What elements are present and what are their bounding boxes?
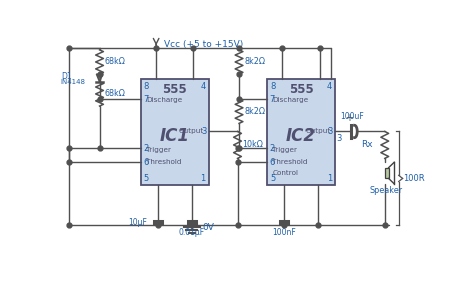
Text: 100R: 100R — [403, 174, 425, 183]
Text: 7: 7 — [143, 95, 148, 104]
Text: 8: 8 — [144, 82, 149, 91]
Text: Output: Output — [305, 129, 330, 135]
Text: 555: 555 — [163, 84, 187, 96]
Polygon shape — [96, 74, 103, 82]
Text: 100nF: 100nF — [272, 228, 296, 237]
Text: 2: 2 — [269, 144, 274, 153]
Text: Trigger: Trigger — [273, 147, 297, 153]
Text: 555: 555 — [289, 84, 313, 96]
Text: 7: 7 — [269, 95, 274, 104]
Text: D1: D1 — [61, 72, 72, 81]
Text: 5: 5 — [144, 174, 149, 183]
Text: Vcc (+5 to +15V): Vcc (+5 to +15V) — [164, 40, 243, 49]
Text: 10kΩ: 10kΩ — [242, 140, 263, 150]
Text: IC1: IC1 — [160, 127, 190, 145]
Text: Output: Output — [179, 129, 204, 135]
Text: 8k2Ω: 8k2Ω — [245, 57, 265, 67]
Text: Threshold: Threshold — [273, 159, 308, 165]
Text: 3: 3 — [201, 127, 207, 136]
Text: IC2: IC2 — [286, 127, 316, 145]
Text: 2: 2 — [143, 144, 148, 153]
Text: 100uF: 100uF — [340, 112, 364, 121]
Text: 8: 8 — [270, 82, 275, 91]
Text: Speaker: Speaker — [370, 186, 403, 195]
Text: 68kΩ: 68kΩ — [105, 90, 126, 98]
Text: Threshold: Threshold — [146, 159, 182, 165]
Text: 1: 1 — [201, 174, 206, 183]
Text: 68kΩ: 68kΩ — [105, 57, 126, 67]
Text: Rx: Rx — [361, 140, 373, 150]
Text: 6: 6 — [269, 158, 274, 167]
Text: 0V: 0V — [202, 223, 215, 232]
Bar — [267, 79, 335, 185]
Text: IN4148: IN4148 — [61, 79, 86, 85]
Text: 4: 4 — [201, 82, 206, 91]
Text: Discharge: Discharge — [273, 97, 309, 103]
Text: 6: 6 — [143, 158, 148, 167]
Bar — [141, 79, 209, 185]
Text: Trigger: Trigger — [146, 147, 171, 153]
Text: 8k2Ω: 8k2Ω — [245, 107, 265, 116]
Text: +: + — [345, 113, 353, 123]
Text: 4: 4 — [327, 82, 332, 91]
Text: 10μF: 10μF — [128, 218, 147, 227]
Text: 3: 3 — [337, 134, 342, 143]
Text: 3: 3 — [328, 127, 333, 136]
Text: Discharge: Discharge — [146, 97, 182, 103]
Text: 5: 5 — [270, 174, 275, 183]
Text: Control: Control — [273, 170, 298, 176]
Text: 0.01μF: 0.01μF — [179, 228, 205, 237]
Bar — [385, 168, 389, 179]
Text: 1: 1 — [327, 174, 332, 183]
